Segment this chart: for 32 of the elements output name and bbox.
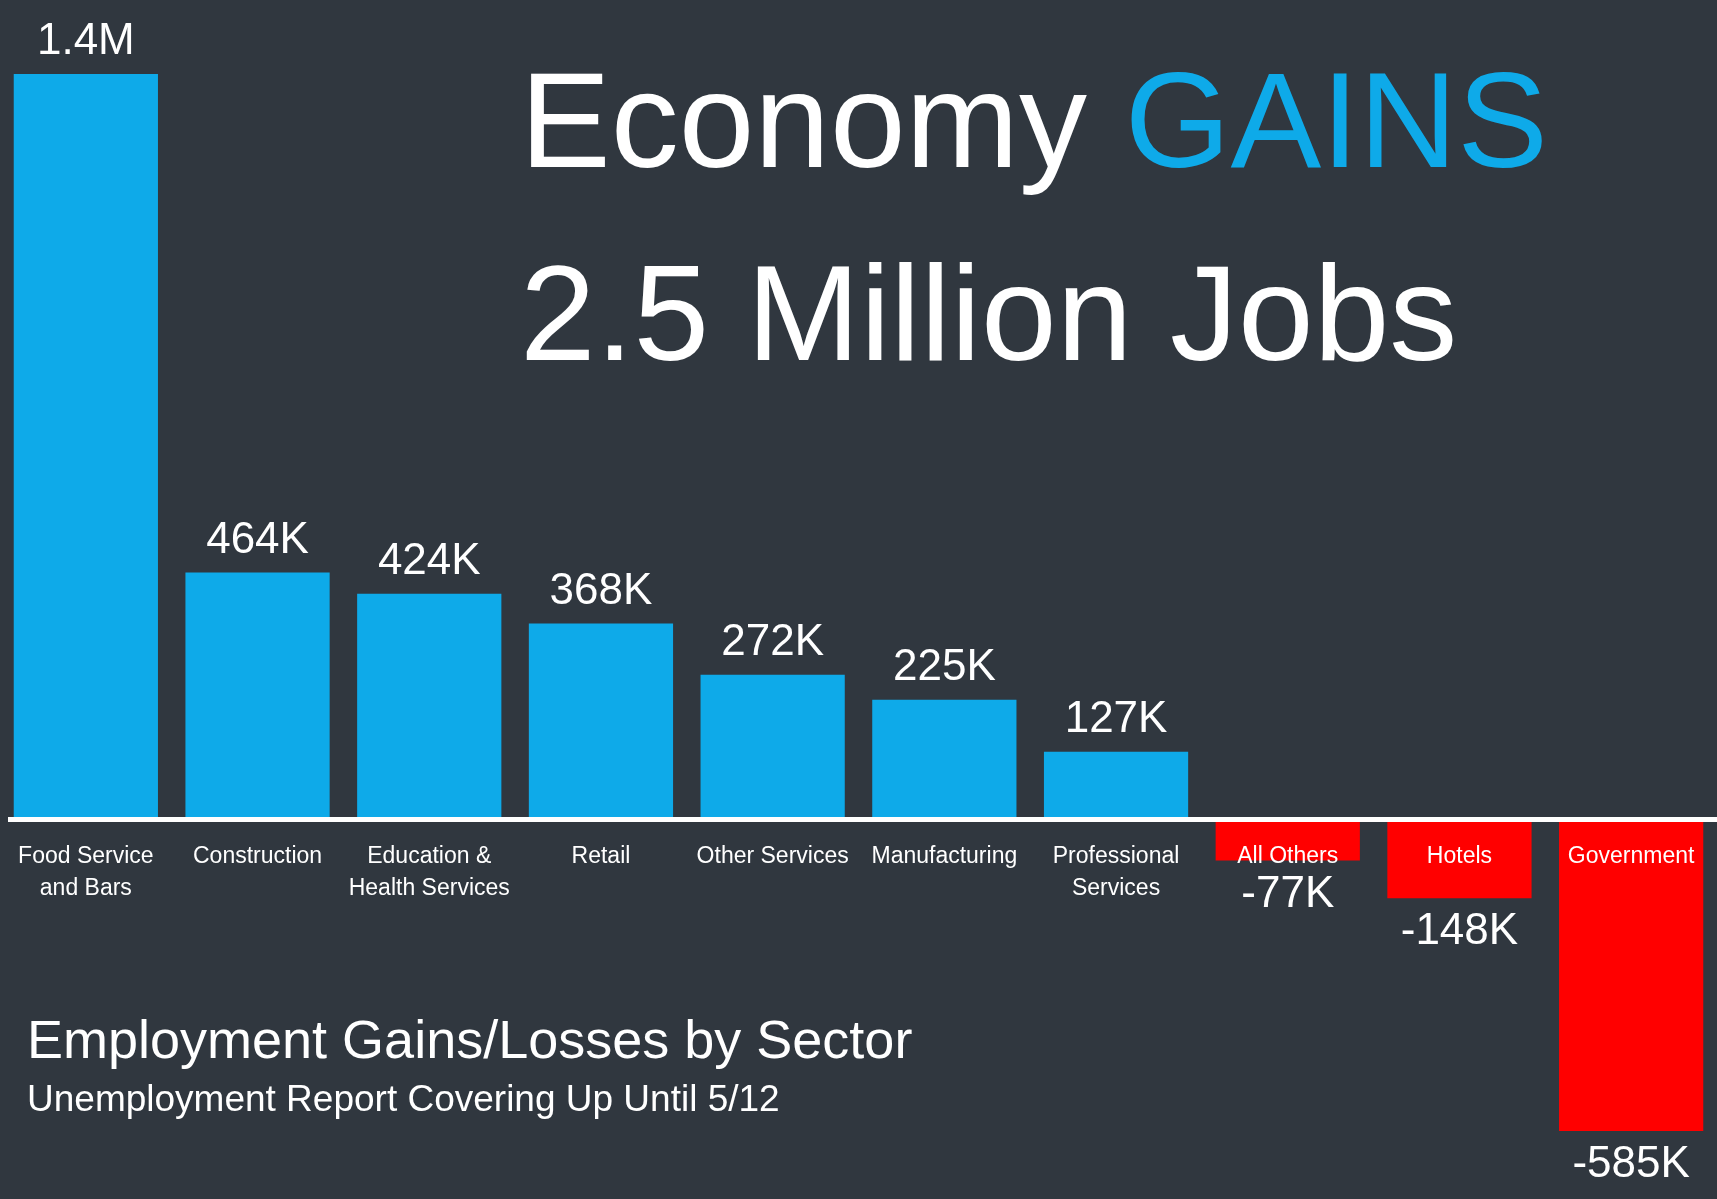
bar (1559, 819, 1704, 1131)
data-label: 272K (721, 614, 825, 664)
data-label: 127K (1064, 692, 1168, 742)
x-tick-label: Hotels (1426, 842, 1493, 869)
annotation: Unemployment Report Covering Up Until 5/12 (27, 1078, 781, 1120)
text: 2.5 Million Jobs (520, 237, 1458, 389)
bar (1043, 751, 1189, 820)
data-label: 225K (892, 639, 996, 689)
data-label: 368K (549, 563, 653, 613)
data-label: 464K (206, 512, 309, 562)
data-label: -585K (1572, 1137, 1690, 1187)
x-tick-label: Food Service and Bars (18, 842, 154, 901)
x-tick-label: Education & Health Services (348, 842, 510, 901)
x-tick-label: Government (1567, 842, 1696, 869)
annotation: Employment Gains/Losses by Sector (27, 1008, 913, 1070)
bar (700, 674, 845, 820)
data-label: 424K (377, 533, 481, 583)
x-tick-label: Manufacturing (871, 842, 1018, 869)
bar (528, 623, 674, 820)
chart-title: Economy GAINS (520, 44, 1548, 196)
bar (872, 699, 1017, 820)
x-tick-label: Construction (192, 842, 323, 869)
x-tick-label: Retail (571, 842, 631, 869)
bar (13, 74, 158, 820)
data-label: 1.4M (36, 14, 135, 64)
bar (357, 593, 502, 820)
x-tick-label: Professional Services (1052, 842, 1180, 901)
bar (1387, 819, 1532, 899)
data-label: -77K (1241, 866, 1335, 916)
data-label: -148K (1400, 904, 1519, 954)
x-tick-label: Other Services (696, 842, 849, 869)
bar (185, 572, 330, 820)
